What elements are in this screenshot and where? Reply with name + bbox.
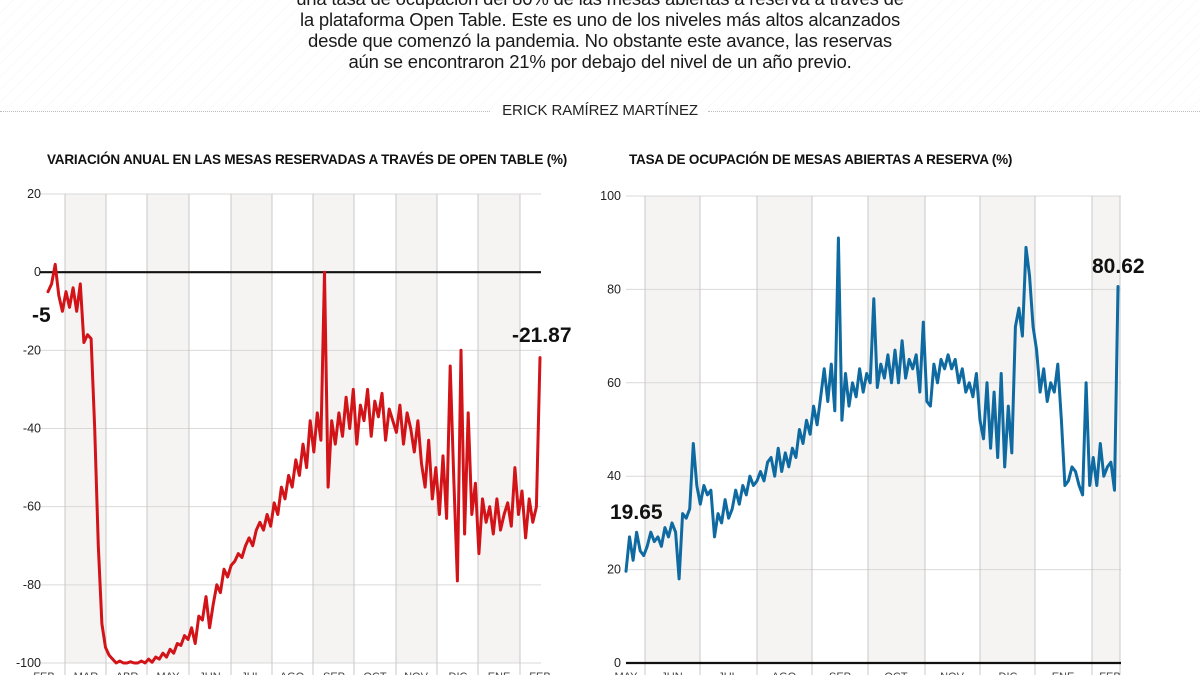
intro-line: una tasa de ocupación del 80% de las mes…	[240, 0, 960, 9]
x-month-label: NOV	[940, 671, 965, 675]
byline-rule-right	[708, 111, 1200, 112]
x-month-label: MAY	[156, 671, 180, 675]
y-tick-label: 0	[34, 265, 41, 279]
intro-text: una tasa de ocupación del 80% de las mes…	[240, 0, 960, 72]
series-line	[46, 262, 542, 665]
y-tick-label: 60	[607, 376, 621, 390]
x-month-label: OCT	[884, 671, 908, 675]
x-month-label: MAY	[614, 671, 638, 675]
x-month-label: NOV	[404, 671, 429, 675]
x-month-label: OCT	[363, 671, 387, 675]
x-month-label: FEB	[33, 671, 54, 675]
y-tick-label: -100	[16, 656, 41, 670]
y-tick-label: 20	[27, 187, 41, 201]
x-month-label: ABR	[116, 671, 139, 675]
intro-line: la plataforma Open Table. Este es uno de…	[299, 9, 901, 30]
y-tick-label: 0	[614, 656, 621, 670]
value-callout: 80.62	[1092, 255, 1145, 278]
series-line	[624, 236, 1120, 581]
month-shade	[757, 196, 812, 663]
x-month-label: SEP	[829, 671, 851, 675]
y-tick-label: 20	[607, 563, 621, 577]
x-month-label: MAR	[74, 671, 99, 675]
left-chart-title: VARIACIÓN ANUAL EN LAS MESAS RESERVADAS …	[47, 152, 568, 167]
value-callout: -5	[32, 304, 51, 327]
byline-rule-left	[0, 111, 490, 112]
x-month-label: JUL	[718, 671, 738, 675]
intro-line: desde que comenzó la pandemia. No obstan…	[308, 30, 892, 51]
x-month-label: ENE	[488, 671, 511, 675]
x-month-label: ENE	[1052, 671, 1075, 675]
value-callout: 19.65	[610, 501, 663, 524]
x-month-label: DIC	[449, 671, 468, 675]
x-month-label: AGO	[280, 671, 305, 675]
x-month-label: AGO	[772, 671, 797, 675]
y-tick-label: 40	[607, 469, 621, 483]
x-month-label: SEP	[323, 671, 345, 675]
y-tick-label: -80	[23, 578, 41, 592]
header-band: una tasa de ocupación del 80% de las mes…	[0, 0, 1200, 112]
author-byline: ERICK RAMÍREZ MARTÍNEZ	[502, 102, 698, 119]
y-tick-label: -40	[23, 422, 41, 436]
y-tick-label: -60	[23, 500, 41, 514]
x-month-label: FEB	[529, 671, 550, 675]
y-tick-label: -20	[23, 343, 41, 357]
x-month-label: JUN	[661, 671, 682, 675]
y-tick-label: 100	[600, 189, 621, 203]
month-shade	[645, 196, 700, 663]
right-chart-title: TASA DE OCUPACIÓN DE MESAS ABIERTAS A RE…	[629, 152, 1013, 167]
x-month-label: JUL	[241, 671, 261, 675]
y-tick-label: 80	[607, 282, 621, 296]
x-month-label: FEB	[1099, 671, 1120, 675]
intro-line: aún se encontraron 21% por debajo del ni…	[348, 51, 852, 72]
x-month-label: DIC	[999, 671, 1018, 675]
value-callout: -21.87	[512, 324, 572, 347]
month-shade	[868, 196, 925, 663]
x-month-label: JUN	[199, 671, 220, 675]
